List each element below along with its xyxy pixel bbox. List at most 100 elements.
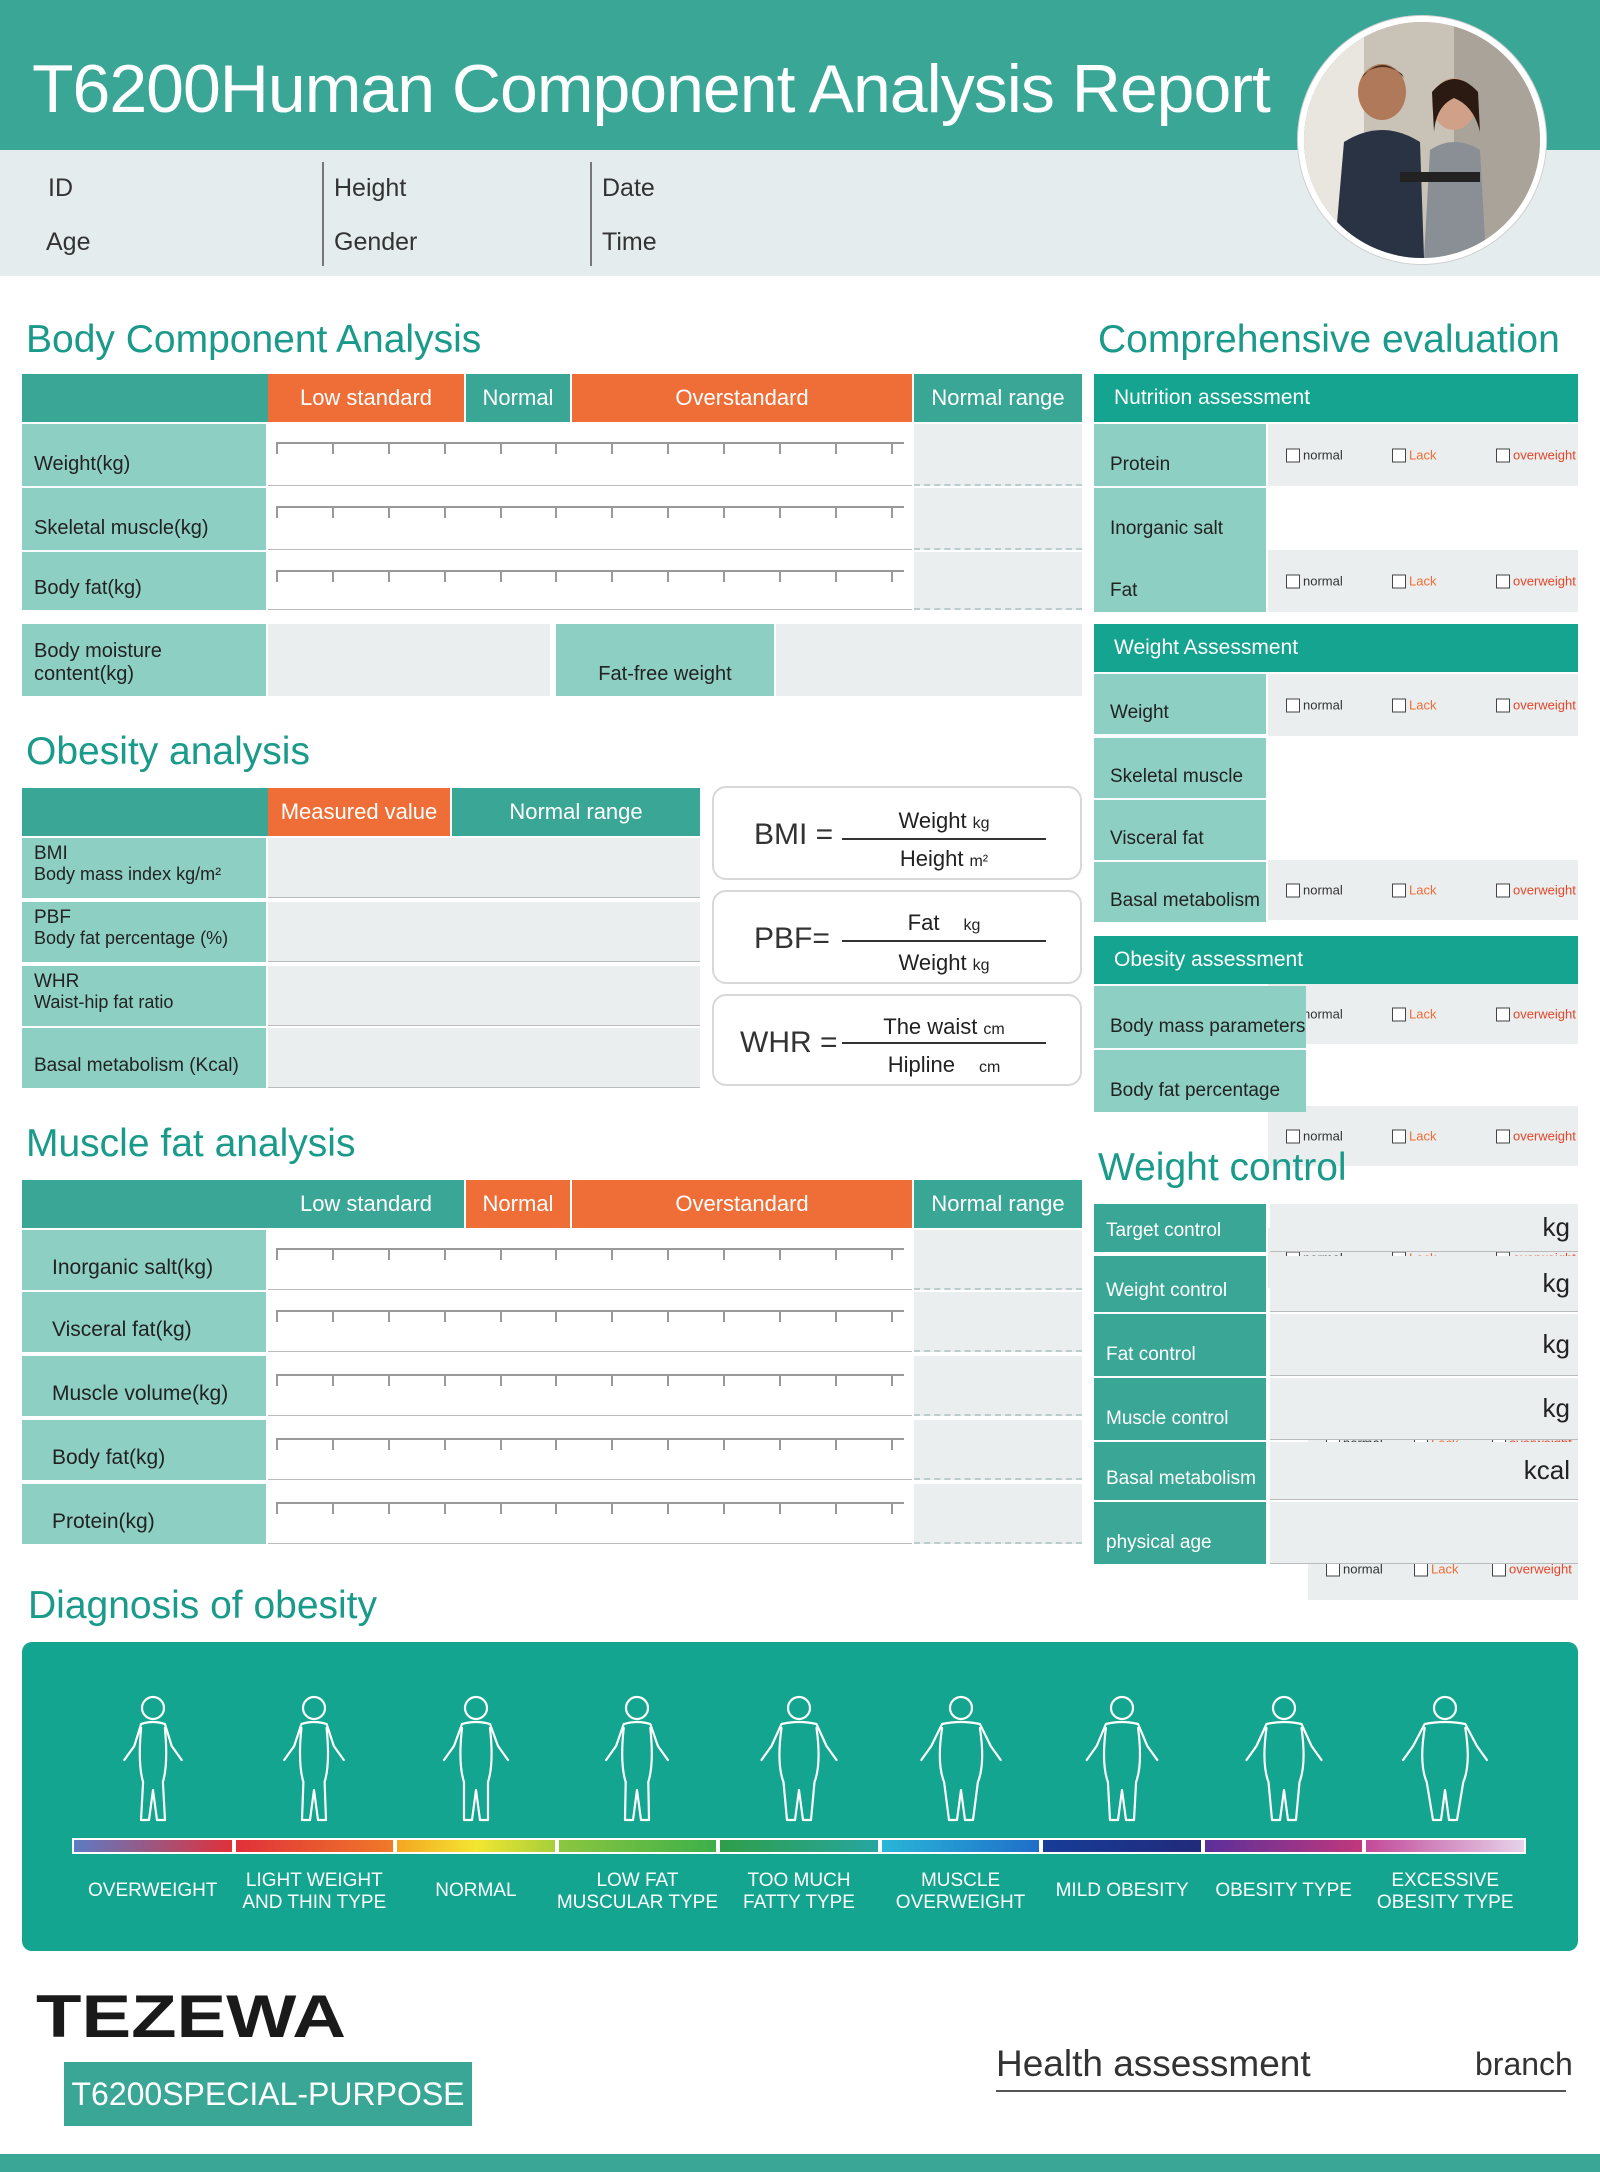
lack-checkbox[interactable]: Lack bbox=[1392, 883, 1436, 898]
info-divider bbox=[590, 162, 592, 266]
weight-control-label: Target control bbox=[1094, 1204, 1266, 1252]
overweight-checkbox[interactable]: overweight bbox=[1496, 448, 1576, 463]
row-label: Muscle volume(kg) bbox=[22, 1356, 266, 1416]
scale-tick bbox=[779, 444, 782, 454]
scale-tick bbox=[611, 508, 614, 518]
eval-label: Body fat percentage bbox=[1094, 1050, 1306, 1112]
diagnosis-color-segment bbox=[72, 1838, 234, 1854]
diagnosis-color-segment bbox=[1041, 1838, 1203, 1854]
eval-label: Fat bbox=[1094, 550, 1266, 612]
checkbox-box bbox=[1392, 883, 1406, 897]
checkbox-box bbox=[1392, 574, 1406, 588]
fraction-line bbox=[842, 1042, 1046, 1044]
signature-line bbox=[996, 2090, 1566, 2092]
body-figure-icon bbox=[264, 1694, 364, 1824]
scale-tick bbox=[779, 1440, 782, 1450]
overweight-checkbox[interactable]: overweight bbox=[1496, 574, 1576, 589]
scale-tick bbox=[387, 1312, 390, 1322]
scale-tick bbox=[555, 1504, 558, 1514]
scale-tick bbox=[779, 1376, 782, 1386]
diagnosis-category-label: MILD OBESITY bbox=[1032, 1880, 1212, 1902]
scale-tick bbox=[890, 572, 893, 582]
category-line-2: OVERWEIGHT bbox=[895, 1892, 1026, 1913]
option-label: normal bbox=[1343, 1561, 1383, 1577]
unit-label: kcal bbox=[1523, 1455, 1570, 1485]
checkbox-box bbox=[1496, 1007, 1510, 1021]
overweight-checkbox[interactable]: overweight bbox=[1496, 1007, 1576, 1022]
lack-checkbox[interactable]: Lack bbox=[1392, 1129, 1436, 1144]
scale-tick bbox=[890, 1504, 893, 1514]
obesity-row-label: BMI Body mass index kg/m² bbox=[22, 838, 266, 898]
scale-tick bbox=[834, 1440, 837, 1450]
scale-tick bbox=[331, 444, 334, 454]
eval-label: Skeletal muscle bbox=[1094, 738, 1266, 798]
option-label: overweight bbox=[1513, 1128, 1576, 1144]
category-line-1: OVERWEIGHT bbox=[88, 1880, 218, 1901]
moisture-value bbox=[268, 624, 550, 696]
scale-tick bbox=[834, 1504, 837, 1514]
normal-range-value bbox=[914, 1484, 1082, 1544]
scale-tick bbox=[723, 1250, 726, 1260]
formula-lhs: PBF= bbox=[754, 922, 830, 955]
scale-tick bbox=[555, 572, 558, 582]
formula-numerator: The waist cm bbox=[883, 1014, 1005, 1039]
lack-checkbox[interactable]: Lack bbox=[1392, 574, 1436, 589]
normal-checkbox[interactable]: normal bbox=[1286, 574, 1343, 589]
normal-checkbox[interactable]: normal bbox=[1286, 448, 1343, 463]
metric-abbr: WHR bbox=[34, 971, 80, 992]
obesity-row-label: PBF Body fat percentage (%) bbox=[22, 902, 266, 962]
lack-checkbox[interactable]: Lack bbox=[1392, 698, 1436, 713]
option-label: normal bbox=[1303, 1128, 1343, 1144]
eval-header: Nutrition assessment bbox=[1094, 374, 1578, 422]
col-overstandard: Overstandard bbox=[572, 1180, 912, 1228]
checkbox-box bbox=[1392, 698, 1406, 712]
overweight-checkbox[interactable]: overweight bbox=[1496, 883, 1576, 898]
weight-control-value: kg bbox=[1270, 1378, 1578, 1440]
lack-checkbox[interactable]: Lack bbox=[1392, 1007, 1436, 1022]
row-label: Body fat(kg) bbox=[22, 552, 266, 610]
fraction-line bbox=[842, 838, 1046, 840]
scale-tick bbox=[276, 508, 278, 518]
body-component-title: Body Component Analysis bbox=[26, 318, 482, 361]
table-header-blank bbox=[22, 374, 268, 422]
fitness-photo bbox=[1298, 16, 1546, 264]
body-figure-icon bbox=[911, 1694, 1011, 1824]
category-line-1: MILD OBESITY bbox=[1055, 1880, 1189, 1901]
body-figure-icon bbox=[103, 1694, 203, 1824]
weight-control-value bbox=[1270, 1502, 1578, 1564]
lack-checkbox[interactable]: Lack bbox=[1392, 448, 1436, 463]
option-label: Lack bbox=[1409, 1128, 1437, 1144]
scale-tick bbox=[443, 1250, 446, 1260]
scale-tick bbox=[611, 444, 614, 454]
scale-tick bbox=[667, 1440, 670, 1450]
normal-checkbox[interactable]: normal bbox=[1286, 883, 1343, 898]
diagnosis-color-segment bbox=[718, 1838, 880, 1854]
overweight-checkbox[interactable]: overweight bbox=[1496, 1129, 1576, 1144]
scale-tick bbox=[443, 508, 446, 518]
formula-lhs: WHR = bbox=[740, 1026, 838, 1059]
metric-desc: Basal metabolism (Kcal) bbox=[34, 1055, 239, 1076]
normal-checkbox[interactable]: normal bbox=[1286, 1129, 1343, 1144]
overweight-checkbox[interactable]: overweight bbox=[1496, 698, 1576, 713]
checkbox-box bbox=[1392, 448, 1406, 462]
model-tag: T6200SPECIAL-PURPOSE bbox=[64, 2062, 472, 2126]
scale-bar bbox=[268, 1420, 912, 1480]
scale-tick bbox=[276, 1312, 278, 1322]
option-label: Lack bbox=[1409, 882, 1437, 898]
normal-range-value bbox=[914, 552, 1082, 610]
scale-tick bbox=[667, 572, 670, 582]
row-label: Weight(kg) bbox=[22, 424, 266, 486]
scale-tick bbox=[834, 508, 837, 518]
scale-axis bbox=[276, 570, 904, 582]
scale-tick bbox=[331, 508, 334, 518]
category-line-1: NORMAL bbox=[435, 1880, 517, 1901]
option-label: overweight bbox=[1513, 573, 1576, 589]
metric-abbr: BMI bbox=[34, 843, 68, 864]
scale-bar bbox=[268, 1484, 912, 1544]
normal-checkbox[interactable]: normal bbox=[1286, 698, 1343, 713]
scale-tick bbox=[723, 572, 726, 582]
scale-tick bbox=[331, 1312, 334, 1322]
diagnosis-color-segment bbox=[1202, 1838, 1365, 1854]
normal-checkbox[interactable]: normal bbox=[1326, 1562, 1383, 1577]
scale-tick bbox=[667, 1504, 670, 1514]
